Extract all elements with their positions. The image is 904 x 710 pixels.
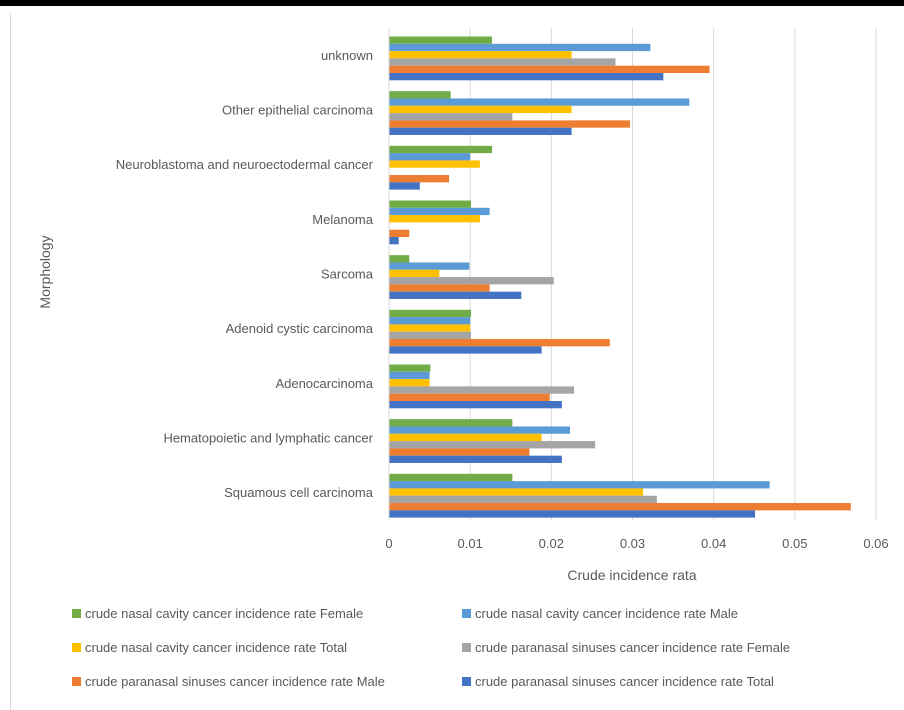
bar <box>389 473 513 482</box>
bar <box>389 153 471 161</box>
legend-label: crude nasal cavity cancer incidence rate… <box>475 606 739 621</box>
legend-swatch <box>72 609 81 618</box>
y-axis-title: Morphology <box>37 235 53 308</box>
bar <box>389 255 410 263</box>
bar <box>389 262 470 270</box>
bar <box>389 441 596 449</box>
category-label: Neuroblastoma and neuroectodermal cancer <box>116 157 374 172</box>
bars <box>389 36 851 518</box>
bar <box>389 317 471 325</box>
legend-item: crude nasal cavity cancer incidence rate… <box>72 640 347 655</box>
legend-swatch <box>72 677 81 686</box>
legend-label: crude paranasal sinuses cancer incidence… <box>85 674 385 689</box>
bar <box>389 284 490 292</box>
bar <box>389 339 610 347</box>
legend-item: crude paranasal sinuses cancer incidence… <box>462 640 790 655</box>
bar <box>389 160 480 168</box>
bar <box>389 58 616 66</box>
frame-left-border <box>10 14 11 710</box>
bar <box>389 200 471 208</box>
x-axis-title: Crude incidence rata <box>567 567 696 583</box>
bar <box>389 386 575 394</box>
bar <box>389 277 554 285</box>
legend-item: crude nasal cavity cancer incidence rate… <box>462 606 738 621</box>
bar <box>389 229 410 237</box>
bar <box>389 481 770 489</box>
bar <box>389 419 513 427</box>
x-tick-label: 0.05 <box>782 536 807 551</box>
category-label: Other epithelial carcinoma <box>222 102 374 117</box>
gridlines <box>469 28 877 520</box>
legend-label: crude paranasal sinuses cancer incidence… <box>475 640 791 655</box>
bar <box>389 43 651 52</box>
legend-item: crude paranasal sinuses cancer incidence… <box>72 674 385 689</box>
x-tick-label: 0.01 <box>458 536 483 551</box>
bar <box>389 145 493 154</box>
bar <box>389 426 570 434</box>
bar <box>389 503 851 511</box>
bar <box>389 331 471 340</box>
bar <box>389 393 550 401</box>
bar <box>389 448 530 456</box>
bar <box>389 36 493 44</box>
x-tick-label: 0.03 <box>620 536 645 551</box>
bar <box>389 488 644 496</box>
bar <box>389 433 542 442</box>
category-label: Hematopoietic and lymphatic cancer <box>163 430 373 445</box>
bar <box>389 175 450 183</box>
bar <box>389 291 522 299</box>
bar <box>389 65 710 73</box>
x-tick-label: 0.06 <box>863 536 888 551</box>
bar <box>389 401 562 409</box>
legend-label: crude nasal cavity cancer incidence rate… <box>85 606 364 621</box>
legend-item: crude nasal cavity cancer incidence rate… <box>72 606 363 621</box>
x-tick-label: 0 <box>385 536 392 551</box>
bar <box>389 324 471 332</box>
bar <box>389 215 480 223</box>
bar <box>389 269 440 278</box>
category-label: Adenoid cystic carcinoma <box>226 321 374 336</box>
x-tick-label: 0.04 <box>701 536 726 551</box>
category-label: Squamous cell carcinoma <box>224 485 374 500</box>
bar <box>389 207 490 216</box>
legend-label: crude nasal cavity cancer incidence rate… <box>85 640 348 655</box>
bar <box>389 346 542 354</box>
bar <box>389 455 562 463</box>
bar <box>389 364 431 372</box>
bar <box>389 371 430 380</box>
category-label: Adenocarcinoma <box>275 376 373 391</box>
bar <box>389 237 399 245</box>
legend-label: crude paranasal sinuses cancer incidence… <box>475 674 774 689</box>
bar <box>389 510 756 518</box>
chart-area: unknown Other epithelial carcinoma Neurobl… <box>37 28 889 583</box>
frame-top-border <box>0 0 904 6</box>
bar <box>389 91 451 99</box>
bar <box>389 495 657 504</box>
category-label: unknown <box>321 48 373 63</box>
x-tick-label: 0.02 <box>539 536 564 551</box>
legend-swatch <box>462 677 471 686</box>
bar <box>389 113 513 121</box>
bar <box>389 120 631 128</box>
category-label: Sarcoma <box>321 266 374 281</box>
bar <box>389 105 572 114</box>
x-tick-labels: 0 0.01 0.02 0.03 0.04 0.05 0.06 <box>385 536 888 551</box>
bar <box>389 127 572 135</box>
legend-swatch <box>462 609 471 618</box>
bar <box>389 309 471 318</box>
bar <box>389 73 664 81</box>
category-labels: unknown Other epithelial carcinoma Neurobl… <box>116 48 374 500</box>
legend-swatch <box>462 643 471 652</box>
bar <box>389 98 690 106</box>
legend-swatch <box>72 643 81 652</box>
bar <box>389 379 430 387</box>
legend-item: crude paranasal sinuses cancer incidence… <box>462 674 774 689</box>
bar <box>389 182 420 190</box>
category-label: Melanoma <box>312 212 373 227</box>
bar <box>389 51 572 59</box>
